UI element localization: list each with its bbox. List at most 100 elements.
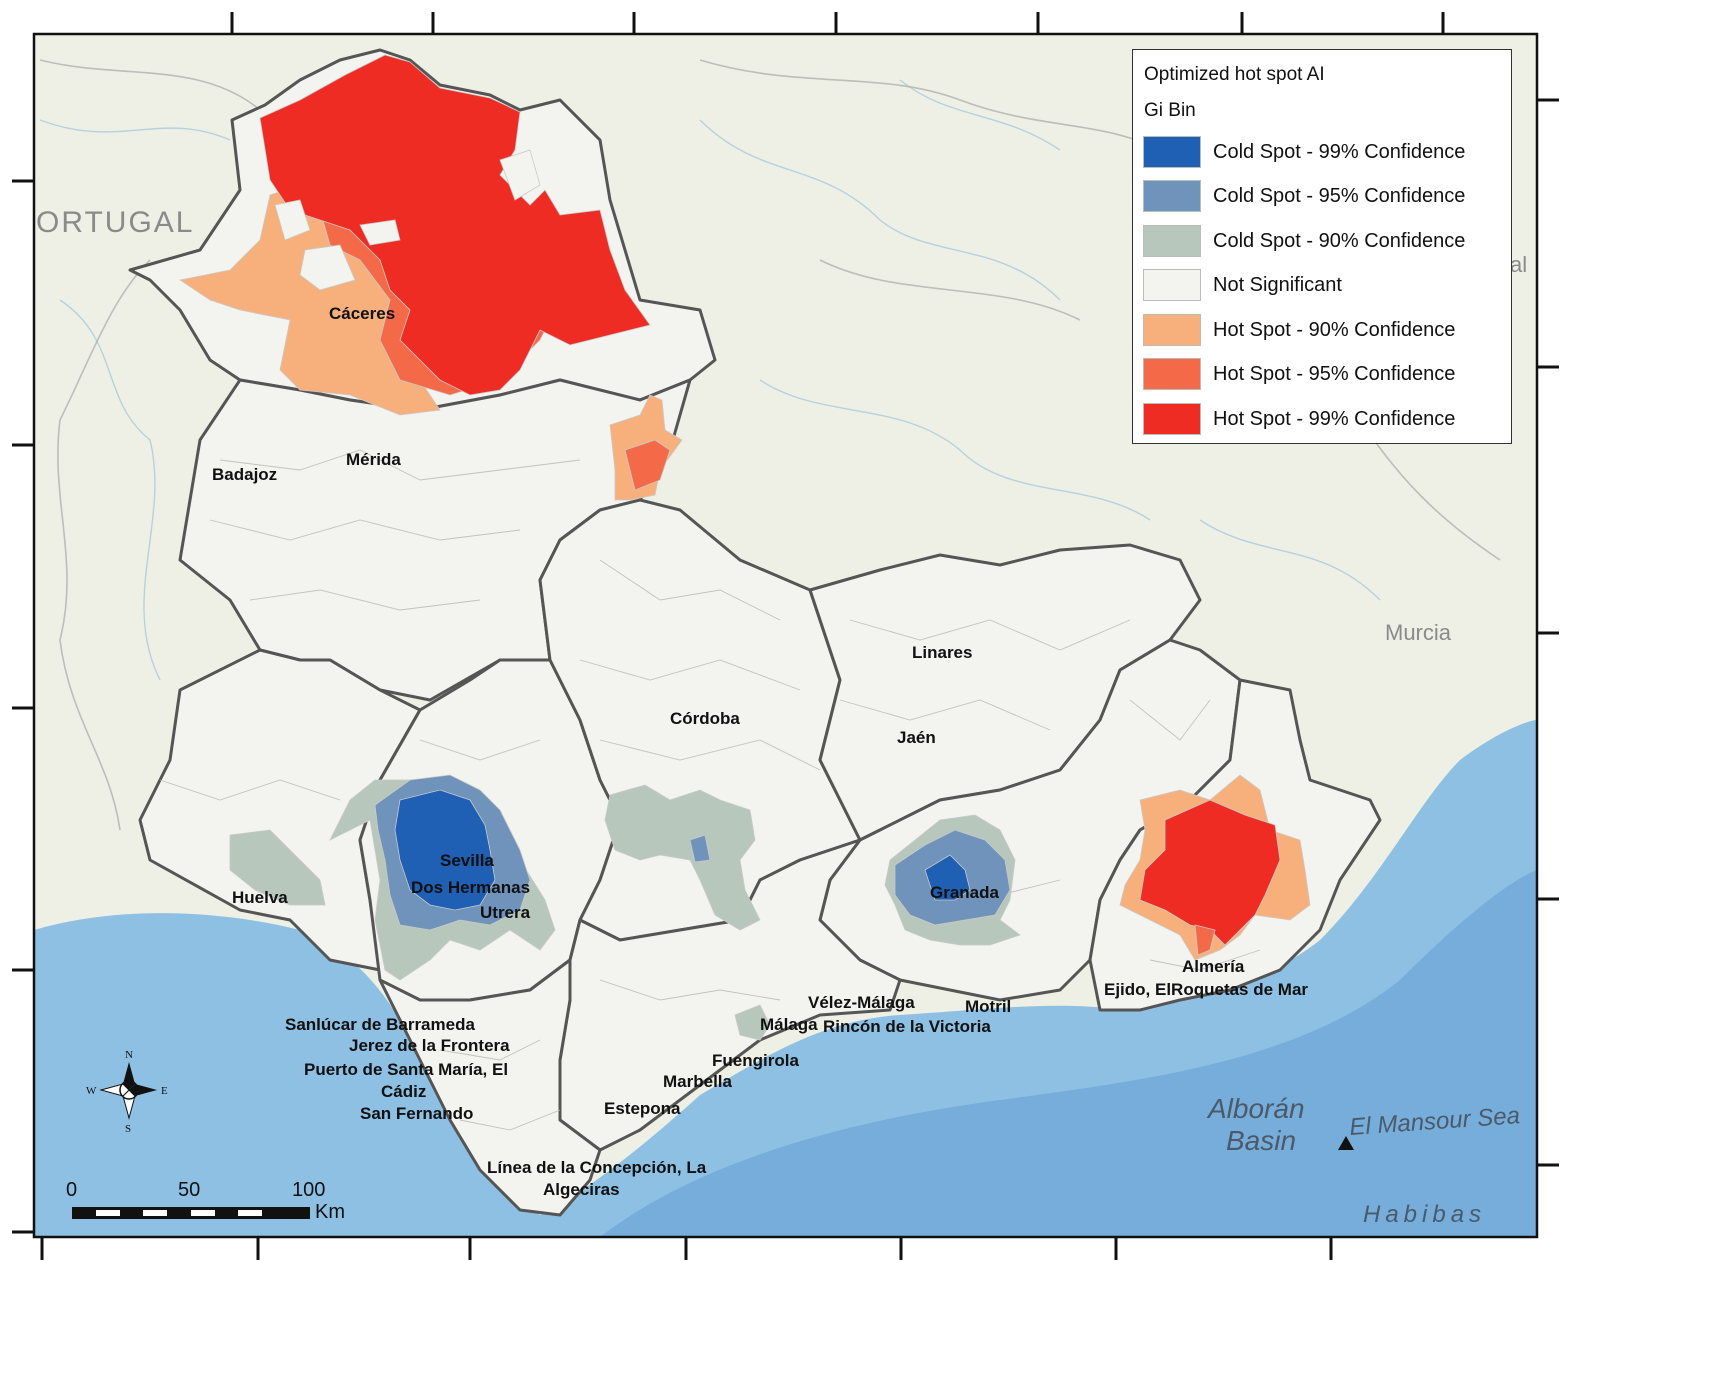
- compass-s: S: [125, 1123, 131, 1135]
- map-border: [32, 32, 1539, 1239]
- legend-item: Not Significant: [1143, 269, 1503, 303]
- city-utrera: Utrera: [480, 903, 531, 922]
- city-velez-malaga: Vélez-Málaga: [808, 993, 915, 1012]
- legend-label: Not Significant: [1213, 274, 1342, 296]
- coldspot-99-granada: [924, 854, 971, 901]
- basemap-rivers: [39, 79, 1381, 681]
- city-fuengirola: Fuengirola: [712, 1051, 799, 1070]
- region-cadiz: [378, 958, 602, 1217]
- basemap-borders: [39, 59, 1501, 831]
- city-sanlucar: Sanlúcar de Barrameda: [285, 1015, 475, 1034]
- coldspot-95-cordoba: [689, 834, 711, 863]
- city-san-fernando: San Fernando: [360, 1104, 473, 1123]
- city-badajoz: Badajoz: [212, 465, 277, 484]
- legend-item: Hot Spot - 90% Confidence: [1143, 314, 1503, 348]
- legend-label: Cold Spot - 99% Confidence: [1213, 141, 1466, 163]
- legend: Optimized hot spot AI Gi Bin Cold Spot -…: [1132, 49, 1512, 444]
- legend-item: Hot Spot - 95% Confidence: [1143, 358, 1503, 392]
- legend-label: Cold Spot - 90% Confidence: [1213, 230, 1466, 252]
- legend-item: Cold Spot - 90% Confidence: [1143, 225, 1503, 259]
- city-malaga: Málaga: [760, 1015, 818, 1034]
- coldspot-cluster-cordoba: [604, 784, 761, 931]
- hotspot-95-east: [624, 439, 671, 491]
- compass-n: N: [125, 1049, 133, 1061]
- north-arrow: N S W E: [86, 1049, 168, 1135]
- city-sevilla: Sevilla: [440, 851, 494, 870]
- scale-segment: [238, 1210, 262, 1216]
- scale-segment: [191, 1210, 215, 1216]
- compass-east-icon: [129, 1084, 157, 1096]
- city-motril: Motril: [965, 997, 1011, 1016]
- city-cadiz: Cádiz: [381, 1082, 426, 1101]
- compass-e: E: [161, 1085, 168, 1097]
- legend-swatch: [1143, 269, 1201, 301]
- city-granada: Granada: [930, 883, 1000, 902]
- hotspot-99-almeria: [1139, 799, 1281, 946]
- legend-label: Hot Spot - 99% Confidence: [1213, 408, 1456, 430]
- city-ejido-roquetas: Ejido, ElRoquetas de Mar: [1104, 980, 1308, 999]
- hotspot-95-almeria: [1194, 924, 1216, 956]
- hotspot-cluster-north: [178, 54, 651, 416]
- scale-bar: 0 50 100 Km: [66, 1179, 345, 1223]
- scale-tick-100: 100: [292, 1179, 325, 1201]
- coldspot-cluster-sevilla: [229, 774, 556, 981]
- legend-label: Cold Spot - 95% Confidence: [1213, 185, 1466, 207]
- scale-segment: [96, 1210, 120, 1216]
- hotspot-99-north: [259, 54, 651, 396]
- legend-swatch: [1143, 136, 1201, 168]
- graticule-ticks: [12, 12, 1559, 1260]
- label-habibas: Habibas: [1363, 1201, 1486, 1228]
- city-cordoba: Córdoba: [670, 709, 740, 728]
- sea: [34, 720, 1537, 1237]
- label-basin: Basin: [1226, 1125, 1296, 1156]
- coldspot-99-sevilla: [394, 789, 496, 911]
- city-almeria: Almería: [1182, 957, 1245, 976]
- city-caceres: Cáceres: [329, 304, 395, 323]
- compass-w: W: [86, 1085, 97, 1097]
- coldspot-90-huelva: [229, 829, 326, 906]
- label-murcia: Murcia: [1385, 620, 1452, 645]
- legend-item: Cold Spot - 99% Confidence: [1143, 136, 1503, 170]
- city-algeciras: Algeciras: [543, 1180, 620, 1199]
- legend-swatch: [1143, 225, 1201, 257]
- not-significant-holes-north: [274, 149, 541, 291]
- city-huelva: Huelva: [232, 888, 288, 907]
- scale-segment: [143, 1210, 167, 1216]
- legend-title: Optimized hot spot AI: [1144, 64, 1325, 85]
- city-linares: Linares: [912, 643, 972, 662]
- legend-subtitle: Gi Bin: [1144, 100, 1196, 121]
- label-alboran: Alborán: [1206, 1093, 1305, 1124]
- city-estepona: Estepona: [604, 1099, 681, 1118]
- compass-ring: [119, 1080, 139, 1100]
- compass-north-icon: [123, 1062, 135, 1090]
- coldspot-90-cordoba: [604, 784, 761, 931]
- legend-label: Hot Spot - 90% Confidence: [1213, 319, 1456, 341]
- seamount-triangle-icon: [1338, 1136, 1354, 1150]
- legend-swatch: [1143, 358, 1201, 390]
- label-portugal: ORTUGAL: [36, 206, 194, 239]
- legend-swatch: [1143, 180, 1201, 212]
- city-dos-hermanas: Dos Hermanas: [411, 878, 530, 897]
- label-edge-fragment: al: [1510, 252, 1527, 277]
- deep-sea: [600, 870, 1537, 1237]
- city-linea: Línea de la Concepción, La: [487, 1158, 707, 1177]
- legend-swatch: [1143, 403, 1201, 435]
- scale-tick-0: 0: [66, 1179, 77, 1201]
- coldspot-90-malaga: [734, 1004, 771, 1041]
- city-rincon: Rincón de la Victoria: [823, 1017, 991, 1036]
- hotspot-cluster-east-extremadura: [609, 394, 683, 501]
- scale-unit: Km: [315, 1201, 345, 1223]
- hotspot-cluster-almeria: [1119, 774, 1311, 961]
- city-marbella: Marbella: [663, 1072, 733, 1091]
- city-merida: Mérida: [346, 450, 401, 469]
- city-jerez: Jerez de la Frontera: [349, 1036, 510, 1055]
- city-puerto: Puerto de Santa María, El: [304, 1060, 508, 1079]
- legend-item: Hot Spot - 99% Confidence: [1143, 403, 1503, 437]
- coldspot-cluster-granada: [884, 814, 1021, 946]
- city-jaen: Jaén: [897, 728, 936, 747]
- legend-item: Cold Spot - 95% Confidence: [1143, 180, 1503, 214]
- legend-swatch: [1143, 314, 1201, 346]
- scale-tick-50: 50: [178, 1179, 200, 1201]
- municipality-lines: [159, 449, 1261, 1131]
- map-frame: ORTUGAL Murcia al Alborán Basin El Manso…: [12, 12, 1559, 1260]
